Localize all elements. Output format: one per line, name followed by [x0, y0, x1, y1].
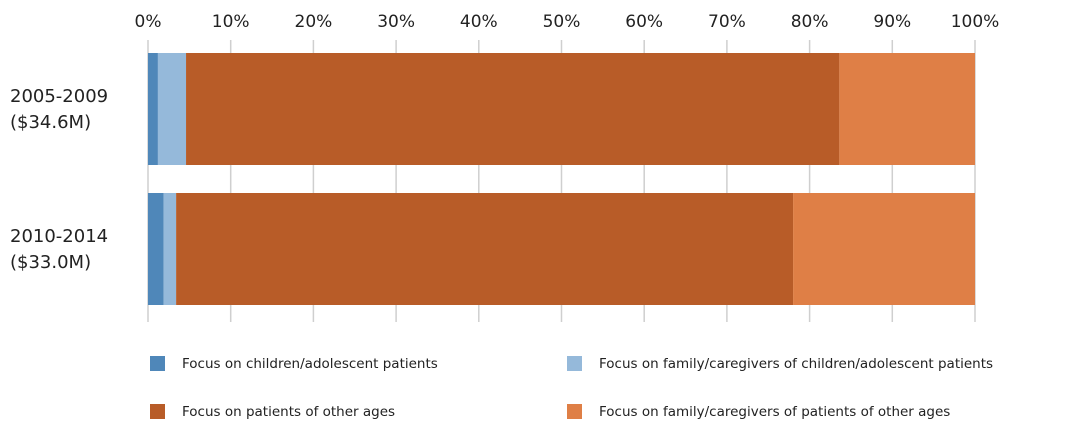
legend-label: Focus on children/adolescent patients — [182, 356, 438, 372]
legend-label: Focus on patients of other ages — [182, 404, 395, 420]
category-label: ($33.0M) — [10, 252, 91, 273]
legend-swatch — [567, 356, 582, 371]
bars — [148, 53, 975, 305]
x-tick-label: 0% — [135, 12, 162, 32]
legend-label: Focus on family/caregivers of children/a… — [599, 356, 993, 372]
labels: 0% 10% 20% 30% 40% 50% 60% 70% 80% 90% 100% 2005-20… — [10, 12, 999, 420]
x-tick-label: 60% — [625, 12, 663, 32]
category-label: 2010-2014 — [10, 226, 108, 247]
x-tick-label: 90% — [873, 12, 911, 32]
bar-segment — [148, 193, 164, 305]
x-tick-label: 100% — [951, 12, 1000, 32]
bar-segment — [186, 53, 840, 165]
bar-segment — [148, 53, 158, 165]
bar-segment — [839, 53, 975, 165]
x-tick-label: 70% — [708, 12, 746, 32]
bar-segment — [176, 193, 794, 305]
x-tick-label: 20% — [295, 12, 333, 32]
category-label: ($34.6M) — [10, 112, 91, 133]
legend-swatch — [150, 404, 165, 419]
legend-swatch — [567, 404, 582, 419]
legend-label: Focus on family/caregivers of patients o… — [599, 404, 950, 420]
x-tick-label: 40% — [460, 12, 498, 32]
legend-swatch — [150, 356, 165, 371]
x-tick-label: 10% — [212, 12, 250, 32]
x-tick-label: 30% — [377, 12, 415, 32]
category-label: 2005-2009 — [10, 86, 108, 107]
x-tick-label: 80% — [791, 12, 829, 32]
bar-segment — [793, 193, 975, 305]
bar-segment — [163, 193, 177, 305]
x-tick-label: 50% — [543, 12, 581, 32]
bar-segment — [157, 53, 187, 165]
